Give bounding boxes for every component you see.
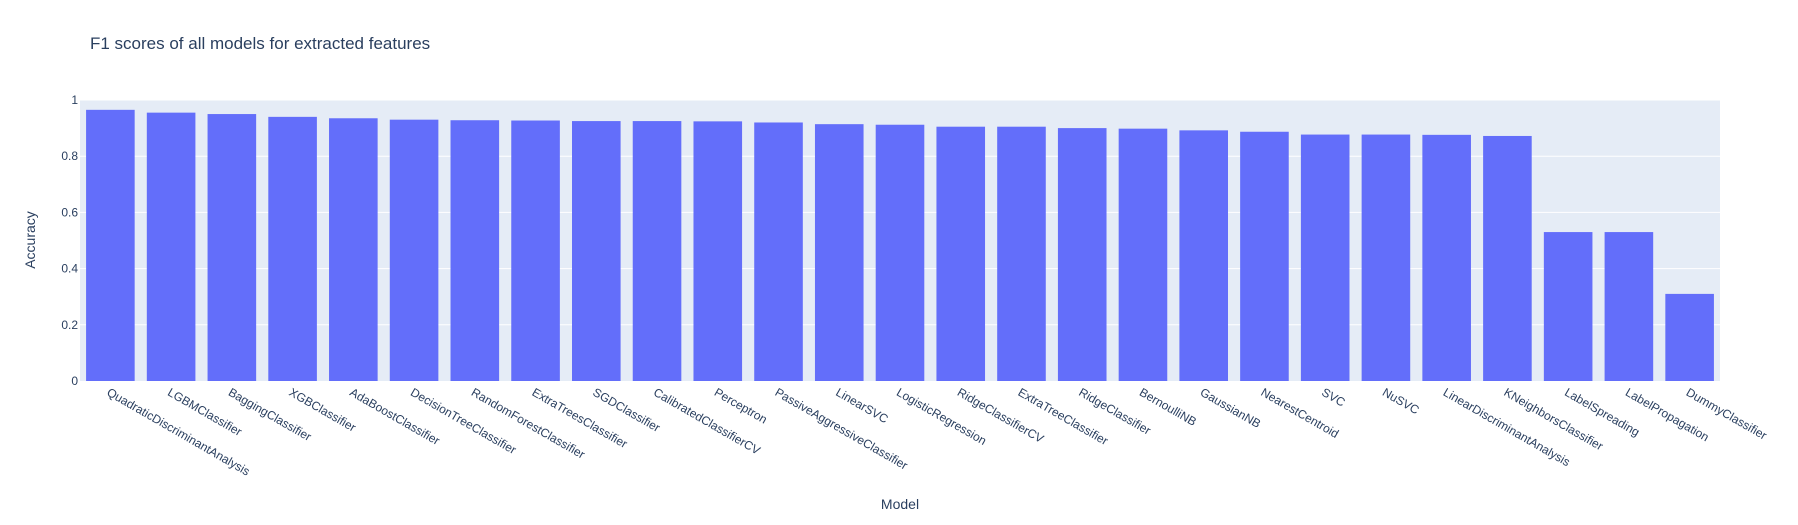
bar bbox=[1179, 130, 1228, 381]
y-tick-label: 1 bbox=[71, 93, 78, 107]
bar bbox=[329, 118, 378, 381]
bar bbox=[875, 124, 925, 381]
bar bbox=[1118, 128, 1168, 381]
y-tick-label: 0.2 bbox=[61, 318, 78, 332]
y-tick-label: 0.8 bbox=[61, 149, 78, 163]
bar bbox=[693, 121, 743, 381]
bar bbox=[511, 120, 560, 381]
x-axis-title: Model bbox=[880, 496, 920, 512]
bar bbox=[1483, 135, 1532, 381]
bar bbox=[814, 124, 864, 381]
bar bbox=[207, 114, 257, 382]
x-tick-label: NuSVC bbox=[1380, 385, 1422, 417]
x-tick-label: GaussianNB bbox=[1198, 385, 1263, 431]
y-axis-title: Accuracy bbox=[22, 211, 38, 269]
x-tick-label: RandomForestClassifier bbox=[469, 385, 587, 461]
bar bbox=[1240, 131, 1289, 381]
bar bbox=[1422, 134, 1471, 381]
bar bbox=[86, 109, 135, 382]
bar bbox=[1604, 232, 1654, 381]
x-tick-label: SVC bbox=[1319, 385, 1348, 410]
bar bbox=[146, 112, 196, 382]
y-tick-label: 0.6 bbox=[61, 205, 78, 219]
bar bbox=[389, 119, 439, 382]
x-tick-label: KNeighborsClassifier bbox=[1502, 385, 1606, 453]
bar bbox=[1665, 293, 1714, 381]
bar bbox=[754, 122, 803, 381]
bar bbox=[268, 116, 317, 382]
y-tick-label: 0 bbox=[71, 374, 78, 388]
x-tick-label: DecisionTreeClassifier bbox=[408, 385, 519, 457]
bar bbox=[936, 126, 986, 381]
chart-title: F1 scores of all models for extracted fe… bbox=[90, 34, 431, 53]
x-tick-label: CalibratedClassifierCV bbox=[651, 385, 763, 457]
bar bbox=[632, 121, 682, 381]
bar bbox=[1361, 134, 1411, 381]
bar bbox=[572, 121, 621, 381]
y-tick-label: 0.4 bbox=[61, 262, 78, 276]
bar bbox=[1543, 232, 1593, 381]
bar bbox=[1057, 128, 1107, 381]
bar bbox=[997, 126, 1046, 381]
bar bbox=[450, 120, 500, 382]
bar bbox=[1300, 134, 1350, 381]
